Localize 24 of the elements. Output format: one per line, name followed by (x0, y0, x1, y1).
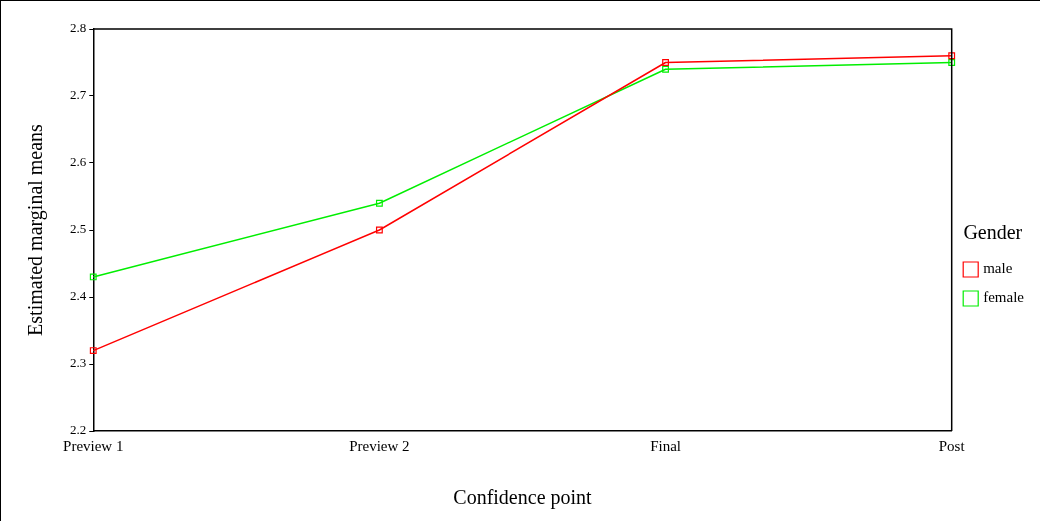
point (662, 65, 669, 73)
point (662, 59, 669, 66)
y-tick-label: 2.7 (70, 87, 87, 103)
y-axis-title: Estimated marginal means (24, 123, 48, 336)
y-tick-label: 2.4 (70, 288, 87, 304)
legend-title: Gender (963, 221, 1023, 244)
y-tick-label: 2.2 (70, 422, 87, 438)
y-tick-label: 2.5 (70, 221, 87, 237)
point (375, 199, 383, 207)
point (375, 226, 383, 234)
point (89, 347, 97, 355)
x-tick-label: Preview 2 (349, 437, 410, 454)
legend-label: female (983, 289, 1025, 306)
x-tick-label: Post (938, 437, 966, 454)
point (948, 52, 956, 60)
legend-label: male (983, 260, 1013, 277)
x-tick-label: Preview 1 (63, 437, 124, 454)
y-tick-label: 2.8 (70, 20, 87, 36)
x-tick-label: Final (650, 437, 681, 454)
point (948, 59, 956, 66)
x-axis-title: Confidence point (453, 486, 593, 510)
point (89, 273, 97, 281)
y-tick-label: 2.6 (70, 154, 87, 170)
y-tick-label: 2.3 (70, 355, 87, 371)
